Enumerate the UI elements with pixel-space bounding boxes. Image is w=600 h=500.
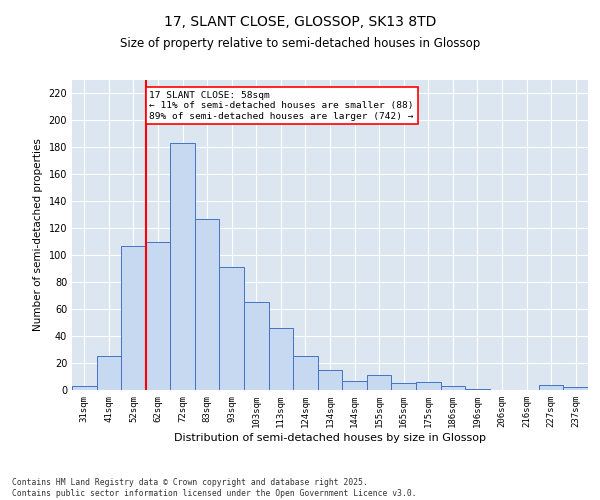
Bar: [170, 144, 195, 390]
Bar: [293, 356, 318, 390]
Bar: [146, 242, 170, 390]
Text: Contains HM Land Registry data © Crown copyright and database right 2025.
Contai: Contains HM Land Registry data © Crown c…: [12, 478, 416, 498]
Y-axis label: Number of semi-detached properties: Number of semi-detached properties: [33, 138, 43, 332]
Bar: [342, 380, 367, 390]
Bar: [121, 246, 146, 390]
Bar: [440, 386, 465, 390]
Bar: [195, 219, 220, 390]
Bar: [220, 268, 244, 390]
Bar: [269, 328, 293, 390]
Bar: [563, 388, 588, 390]
Text: Size of property relative to semi-detached houses in Glossop: Size of property relative to semi-detach…: [120, 38, 480, 51]
Bar: [539, 384, 563, 390]
Bar: [244, 302, 269, 390]
Bar: [318, 370, 342, 390]
Bar: [97, 356, 121, 390]
Text: 17 SLANT CLOSE: 58sqm
← 11% of semi-detached houses are smaller (88)
89% of semi: 17 SLANT CLOSE: 58sqm ← 11% of semi-deta…: [149, 91, 414, 120]
Bar: [391, 384, 416, 390]
Bar: [72, 386, 97, 390]
X-axis label: Distribution of semi-detached houses by size in Glossop: Distribution of semi-detached houses by …: [174, 432, 486, 442]
Bar: [367, 375, 391, 390]
Bar: [465, 388, 490, 390]
Text: 17, SLANT CLOSE, GLOSSOP, SK13 8TD: 17, SLANT CLOSE, GLOSSOP, SK13 8TD: [164, 15, 436, 29]
Bar: [416, 382, 440, 390]
